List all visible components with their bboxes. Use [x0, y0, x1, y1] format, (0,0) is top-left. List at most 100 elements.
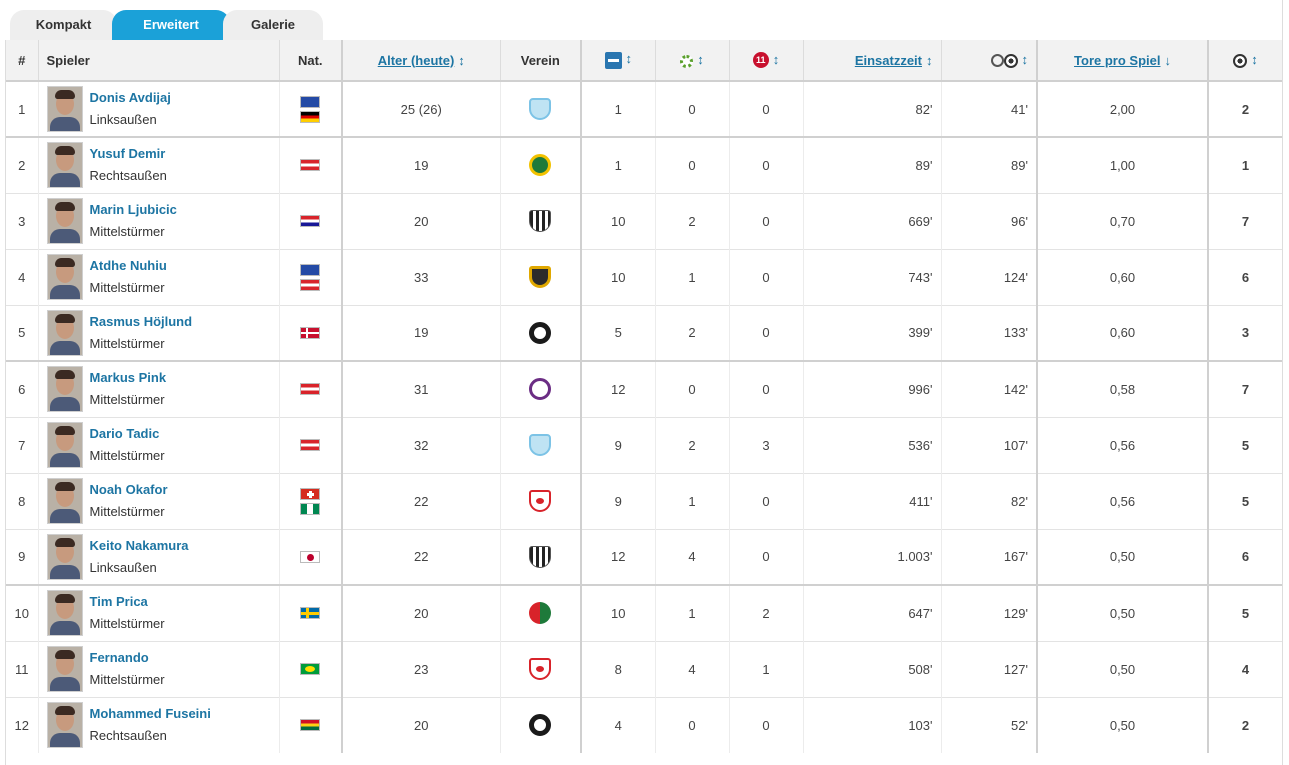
player-name-link[interactable]: Markus Pink: [89, 370, 167, 386]
col-header-minutes[interactable]: Einsatzzeit ↕: [802, 40, 941, 81]
player-photo[interactable]: [46, 309, 83, 356]
sort-age-link[interactable]: Alter (heute): [377, 52, 455, 68]
col-header-assists[interactable]: ↕: [654, 40, 729, 81]
col-header-age[interactable]: Alter (heute) ↕: [341, 40, 500, 81]
sort-goals-per-game-link[interactable]: Tore pro Spiel: [1074, 52, 1161, 68]
penalty-icon[interactable]: 11: [752, 52, 769, 69]
sort-arrow-icon[interactable]: ↕: [1021, 52, 1029, 68]
goals-cell[interactable]: 6: [1207, 248, 1282, 305]
player-name-link[interactable]: Atdhe Nuhiu: [89, 258, 167, 273]
goals-per-game-cell: 0,50: [1036, 528, 1208, 585]
col-header-penalties[interactable]: 11 ↕: [728, 40, 803, 81]
black-gold-crest[interactable]: [529, 266, 552, 288]
goals-cell[interactable]: 6: [1207, 528, 1282, 585]
apps-cell[interactable]: 9: [580, 416, 655, 473]
player-name-link[interactable]: Tim Prica: [89, 594, 148, 610]
col-header-goals-per-game[interactable]: Tore pro Spiel ↓: [1036, 40, 1208, 81]
player-name-link[interactable]: Mohammed Fuseini: [89, 706, 211, 722]
substitution-icon[interactable]: [604, 51, 622, 69]
sort-arrow-icon[interactable]: ↕: [697, 52, 704, 68]
apps-cell[interactable]: 1: [580, 80, 655, 137]
light-blue-crest[interactable]: [529, 98, 552, 120]
apps-cell[interactable]: 12: [580, 360, 655, 417]
player-position: Linksaußen: [89, 112, 157, 127]
minutes-cell: 743': [802, 248, 941, 305]
table-row: 11 Fernando Mittelstürmer 23 8 4 1 508' 127' 0,50…: [6, 640, 1282, 697]
player-photo[interactable]: [46, 86, 83, 132]
player-name-link[interactable]: Yusuf Demir: [89, 146, 166, 162]
green-gold-crest[interactable]: [529, 154, 552, 177]
goal-ball-icon[interactable]: [1233, 53, 1248, 68]
sort-arrow-icon[interactable]: ↕: [772, 51, 780, 67]
apps-cell[interactable]: 8: [580, 640, 655, 697]
player-photo[interactable]: [46, 702, 83, 749]
sort-arrow-icon[interactable]: ↕: [1251, 52, 1258, 68]
light-blue-crest[interactable]: [529, 434, 552, 456]
goals-cell[interactable]: 4: [1207, 640, 1282, 697]
goals-cell[interactable]: 2: [1207, 80, 1282, 137]
red-bull-crest[interactable]: [529, 490, 552, 512]
rank-cell: 6: [6, 360, 38, 417]
red-green-crest[interactable]: [529, 602, 552, 625]
player-name-link[interactable]: Noah Okafor: [89, 482, 168, 497]
sort-arrow-icon[interactable]: ↕: [926, 52, 933, 68]
black-round-crest[interactable]: [529, 321, 552, 344]
player-name-link[interactable]: Dario Tadic: [89, 426, 160, 441]
rank-cell: 3: [6, 192, 38, 249]
goals-cell[interactable]: 7: [1207, 192, 1282, 249]
goals-per-game-cell: 0,60: [1036, 248, 1208, 305]
assists-cell: 1: [654, 248, 729, 305]
player-photo[interactable]: [46, 198, 83, 244]
tab-kompakt[interactable]: Kompakt: [10, 10, 117, 40]
apps-cell[interactable]: 9: [580, 472, 655, 529]
player-photo[interactable]: [46, 366, 83, 413]
black-white-stripes-crest[interactable]: [529, 545, 552, 568]
club-cell: [499, 584, 581, 641]
apps-cell[interactable]: 10: [580, 192, 655, 249]
sort-arrow-icon[interactable]: ↕: [458, 52, 465, 68]
player-name-link[interactable]: Donis Avdijaj: [89, 90, 171, 105]
player-photo[interactable]: [46, 590, 83, 637]
apps-cell[interactable]: 10: [580, 584, 655, 641]
player-photo[interactable]: [46, 422, 83, 468]
goals-cell[interactable]: 2: [1207, 696, 1282, 753]
col-header-mins-per-goal[interactable]: ↕: [940, 40, 1037, 81]
player-name-link[interactable]: Keito Nakamura: [89, 537, 189, 553]
col-header-apps[interactable]: ↕: [580, 40, 655, 81]
player-photo[interactable]: [46, 254, 83, 300]
black-round-crest[interactable]: [529, 714, 552, 737]
player-name-link[interactable]: Marin Ljubicic: [89, 202, 177, 217]
apps-cell[interactable]: 4: [580, 696, 655, 753]
sort-minutes-link[interactable]: Einsatzzeit: [854, 52, 922, 68]
clock-icon[interactable]: [990, 54, 1004, 68]
goals-cell[interactable]: 5: [1207, 472, 1282, 529]
col-header-goals[interactable]: ↕: [1207, 40, 1282, 81]
player-photo[interactable]: [46, 478, 83, 524]
apps-cell[interactable]: 5: [580, 304, 655, 361]
tab-erweitert[interactable]: Erweitert: [112, 10, 230, 40]
goals-cell[interactable]: 5: [1207, 584, 1282, 641]
penalties-cell: 0: [728, 248, 803, 305]
player-photo[interactable]: [46, 646, 83, 692]
goals-cell[interactable]: 3: [1207, 304, 1282, 361]
tab-galerie[interactable]: Galerie: [223, 10, 323, 40]
apps-cell[interactable]: 1: [580, 136, 655, 193]
player-name-link[interactable]: Fernando: [89, 650, 149, 665]
purple-round-crest[interactable]: [529, 378, 552, 401]
goals-cell[interactable]: 7: [1207, 360, 1282, 417]
apps-cell[interactable]: 12: [580, 528, 655, 585]
view-tabs: Kompakt Erweitert Galerie: [5, 0, 1282, 40]
goals-cell[interactable]: 1: [1207, 136, 1282, 193]
player-photo[interactable]: [46, 533, 83, 580]
sort-arrow-icon[interactable]: ↕: [625, 51, 633, 67]
player-position: Rechtsaußen: [89, 168, 167, 184]
assist-icon[interactable]: [680, 54, 694, 68]
goals-cell[interactable]: 5: [1207, 416, 1282, 473]
player-name-link[interactable]: Rasmus Höjlund: [89, 313, 193, 329]
apps-cell[interactable]: 10: [580, 248, 655, 305]
sort-down-icon[interactable]: ↓: [1164, 52, 1171, 68]
black-white-stripes-crest[interactable]: [529, 210, 552, 232]
red-bull-crest[interactable]: [529, 658, 552, 680]
player-photo[interactable]: [46, 142, 83, 189]
goal-ball-icon[interactable]: [1003, 53, 1018, 68]
